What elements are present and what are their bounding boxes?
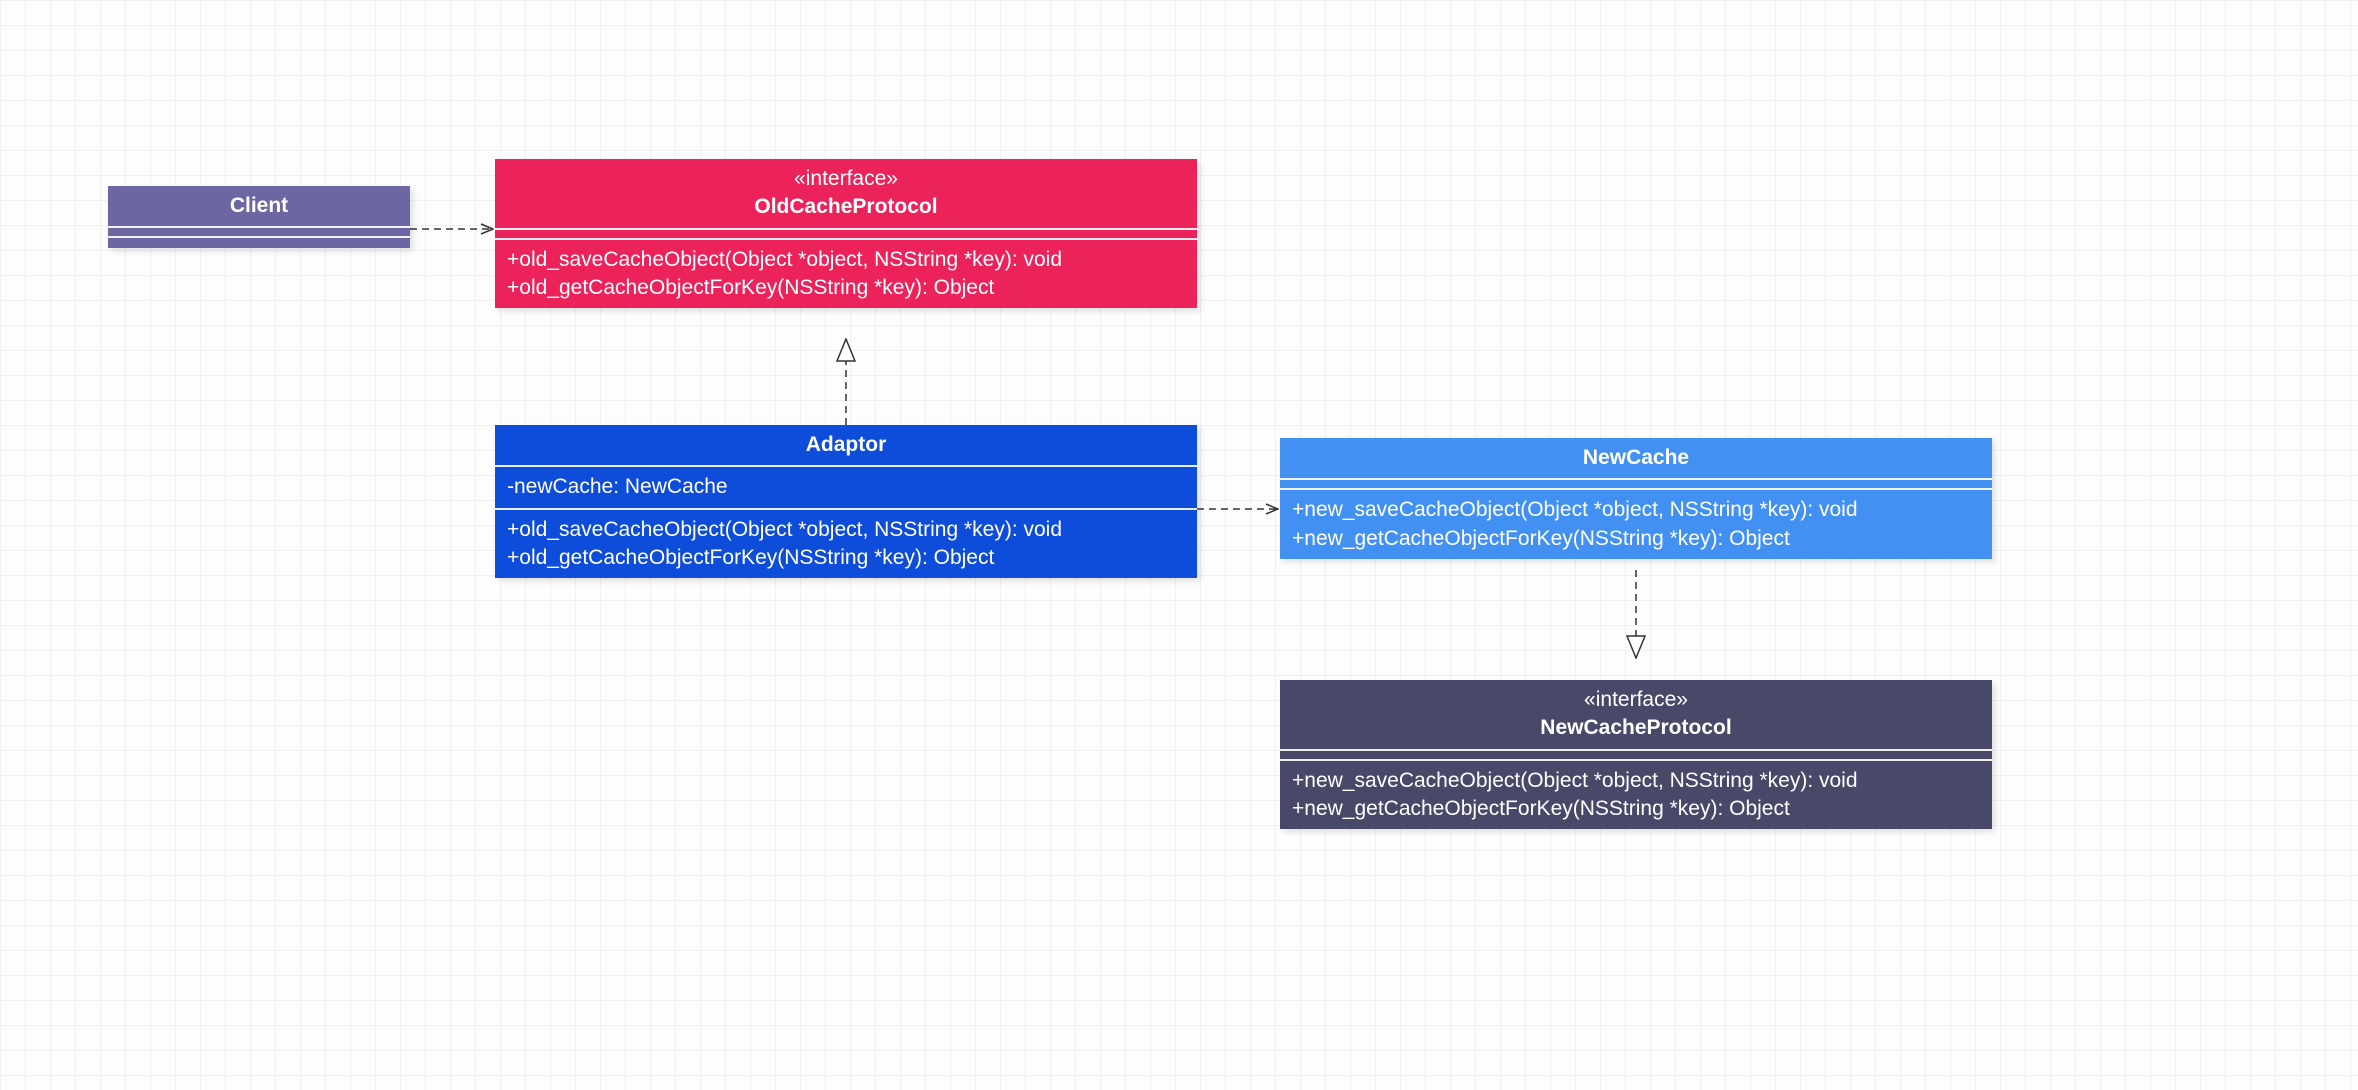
class-client[interactable]: Client	[108, 186, 410, 248]
class-title: «interface»NewCacheProtocol	[1280, 680, 1992, 751]
class-newProto[interactable]: «interface»NewCacheProtocol +new_saveCach…	[1280, 680, 1992, 829]
member-line: +new_getCacheObjectForKey(NSString *key)…	[1292, 525, 1980, 553]
class-name: Adaptor	[507, 431, 1185, 459]
stereotype: «interface»	[507, 165, 1185, 193]
class-title: NewCache	[1280, 438, 1992, 480]
member-line: +old_getCacheObjectForKey(NSString *key)…	[507, 274, 1185, 302]
member-line: +old_saveCacheObject(Object *object, NSS…	[507, 516, 1185, 544]
member-line: +new_saveCacheObject(Object *object, NSS…	[1292, 496, 1980, 524]
methods-section: +new_saveCacheObject(Object *object, NSS…	[1280, 761, 1992, 830]
class-name: OldCacheProtocol	[507, 193, 1185, 221]
methods-section	[108, 238, 410, 248]
member-line: +new_getCacheObjectForKey(NSString *key)…	[1292, 795, 1980, 823]
class-name: Client	[120, 192, 398, 220]
class-adaptor[interactable]: Adaptor -newCache: NewCache +old_saveCache…	[495, 425, 1197, 578]
methods-section: +old_saveCacheObject(Object *object, NSS…	[495, 240, 1197, 309]
class-oldProto[interactable]: «interface»OldCacheProtocol +old_saveCach…	[495, 159, 1197, 308]
class-name: NewCache	[1292, 444, 1980, 472]
attributes-section	[1280, 751, 1992, 761]
stereotype: «interface»	[1292, 686, 1980, 714]
attributes-section	[1280, 480, 1992, 490]
class-title: Client	[108, 186, 410, 228]
methods-section: +old_saveCacheObject(Object *object, NSS…	[495, 510, 1197, 579]
methods-section: +new_saveCacheObject(Object *object, NSS…	[1280, 490, 1992, 559]
member-line: -newCache: NewCache	[507, 473, 1185, 501]
member-line: +old_saveCacheObject(Object *object, NSS…	[507, 246, 1185, 274]
class-name: NewCacheProtocol	[1292, 714, 1980, 742]
class-title: «interface»OldCacheProtocol	[495, 159, 1197, 230]
member-line: +old_getCacheObjectForKey(NSString *key)…	[507, 544, 1185, 572]
attributes-section	[495, 230, 1197, 240]
class-title: Adaptor	[495, 425, 1197, 467]
class-newCache[interactable]: NewCache +new_saveCacheObject(Object *obj…	[1280, 438, 1992, 559]
member-line: +new_saveCacheObject(Object *object, NSS…	[1292, 767, 1980, 795]
attributes-section	[108, 228, 410, 238]
attributes-section: -newCache: NewCache	[495, 467, 1197, 509]
